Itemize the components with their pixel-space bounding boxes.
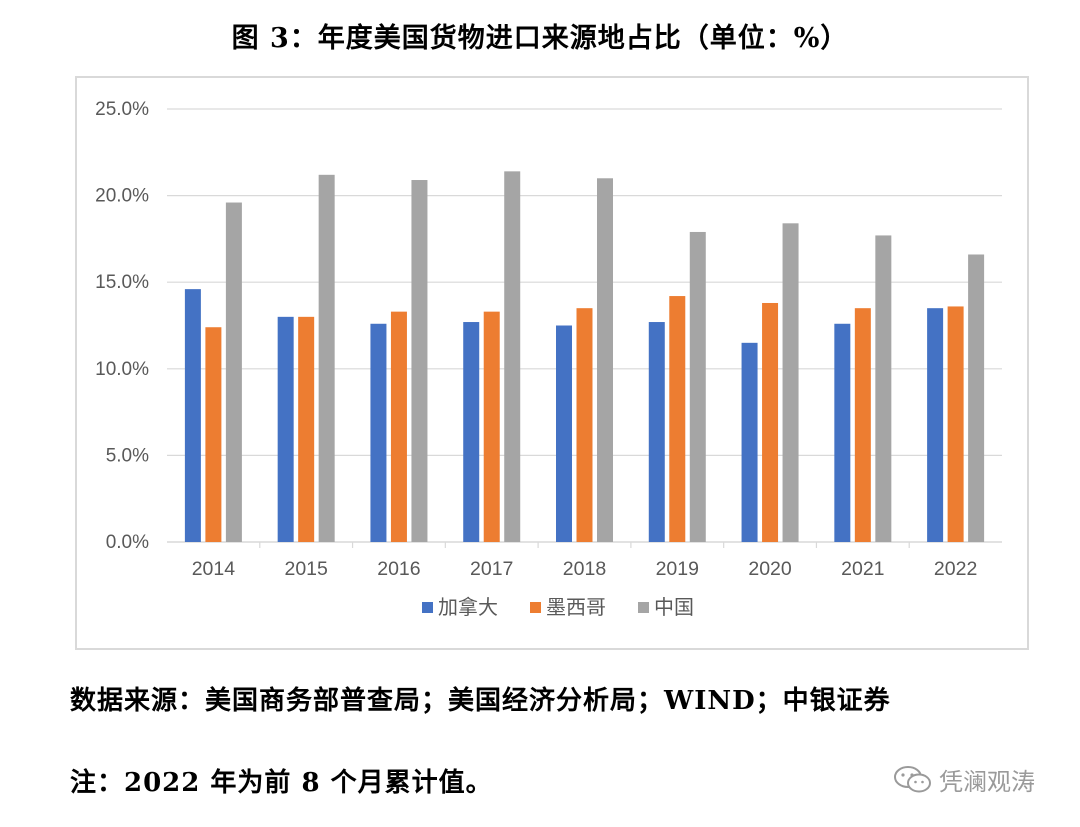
y-tick-label: 20.0% [95, 186, 149, 207]
y-tick-label: 15.0% [95, 272, 149, 293]
bar-加拿大-2017 [463, 322, 480, 542]
bar-中国-2019 [689, 231, 706, 543]
bar-墨西哥-2014 [205, 327, 222, 542]
x-tick-label: 2019 [656, 558, 699, 580]
bar-墨西哥-2020 [762, 302, 779, 542]
x-tick-label: 2014 [192, 558, 236, 580]
bar-加拿大-2016 [370, 323, 387, 542]
x-tick-label: 2021 [841, 558, 884, 580]
bar-中国-2016 [411, 180, 428, 542]
y-tick-label: 5.0% [106, 445, 149, 466]
bar-加拿大-2019 [648, 322, 665, 542]
bar-墨西哥-2015 [298, 316, 315, 542]
y-tick-label: 0.0% [106, 532, 149, 553]
bar-墨西哥-2019 [669, 296, 686, 542]
watermark-text: 凭澜观涛 [939, 768, 1035, 796]
chart-frame: 0.0% 5.0% 10.0% 15.0% 20.0% 25.0% 2014 2015 2016… [75, 76, 1029, 650]
legend-label-墨西哥: 墨西哥 [546, 597, 606, 619]
bar-加拿大-2022 [927, 308, 944, 542]
bar-chart: 0.0% 5.0% 10.0% 15.0% 20.0% 25.0% 2014 2015 2016… [95, 99, 1002, 619]
legend-label-中国: 中国 [654, 596, 694, 619]
legend-label-加拿大: 加拿大 [438, 595, 498, 619]
bar-中国-2014 [225, 202, 242, 542]
x-tick-label: 2018 [563, 558, 606, 580]
y-tick-label: 25.0% [95, 99, 149, 120]
bar-墨西哥-2016 [390, 311, 407, 542]
bar-墨西哥-2022 [947, 306, 964, 542]
x-tick-label: 2020 [748, 558, 792, 580]
bar-中国-2020 [782, 223, 799, 542]
y-tick-label: 10.0% [95, 359, 149, 380]
bar-加拿大-2021 [834, 323, 851, 542]
data-source: 数据来源：美国商务部普查局；美国经济分析局；WIND；中银证券 [70, 686, 891, 716]
chart-title: 图 3：年度美国货物进口来源地占比（单位：%） [231, 23, 849, 54]
legend-swatch-加拿大 [422, 602, 433, 613]
bar-墨西哥-2021 [854, 308, 871, 542]
x-tick-label: 2022 [934, 558, 977, 580]
footnote: 注：2022 年为前 8 个月累计值。 [70, 768, 493, 798]
bar-墨西哥-2018 [576, 308, 593, 542]
bar-加拿大-2015 [277, 316, 294, 542]
legend-swatch-中国 [638, 602, 649, 613]
bar-中国-2022 [968, 254, 985, 542]
bar-墨西哥-2017 [483, 311, 500, 542]
bar-中国-2015 [318, 174, 335, 542]
x-tick-label: 2015 [284, 558, 328, 580]
wechat-icon [894, 765, 931, 792]
bar-中国-2018 [597, 178, 613, 542]
bar-中国-2017 [504, 171, 521, 542]
x-tick-label: 2017 [470, 558, 513, 580]
bar-中国-2021 [875, 235, 892, 542]
bar-加拿大-2014 [184, 289, 201, 542]
bar-加拿大-2018 [556, 325, 572, 542]
x-tick-label: 2016 [377, 558, 420, 580]
watermark: 凭澜观涛 [893, 762, 1035, 797]
legend-swatch-墨西哥 [530, 602, 541, 613]
bar-加拿大-2020 [741, 342, 758, 542]
